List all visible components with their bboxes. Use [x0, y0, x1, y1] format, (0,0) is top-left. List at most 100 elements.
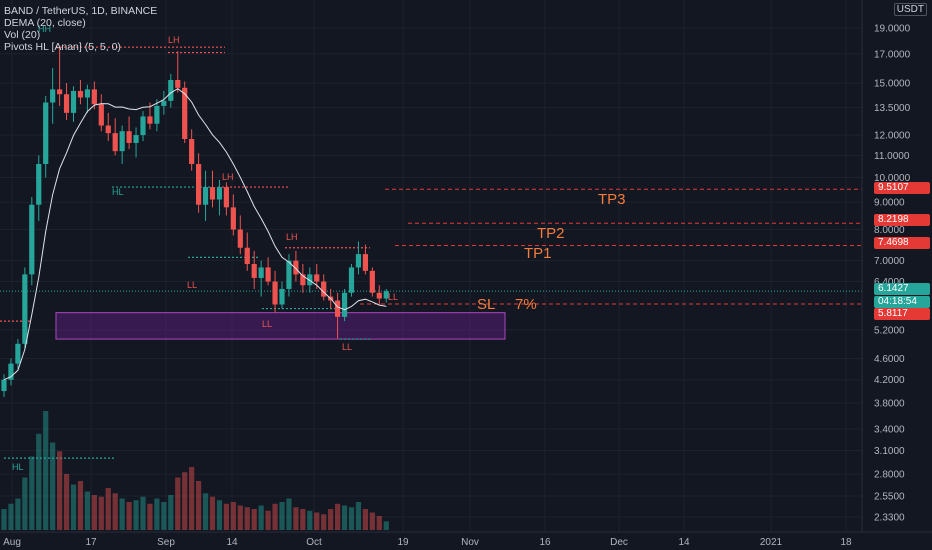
volume-bar	[70, 484, 77, 530]
volume-bar	[230, 502, 236, 530]
indicator-pivots[interactable]: Pivots HL [Anan] (5, 5, 0)	[4, 41, 121, 53]
volume-bar	[286, 498, 292, 530]
candle-body	[223, 187, 229, 208]
price-tick-label: 3.4000	[874, 424, 905, 435]
candle-body	[196, 163, 202, 205]
price-tick-label: 2.5500	[874, 491, 905, 502]
tp1-annotation: TP1	[524, 245, 552, 262]
candle-body	[258, 267, 264, 278]
sl-price-label: 5.8117	[874, 308, 930, 320]
candle-body	[161, 100, 167, 106]
time-tick-label: 14	[226, 537, 238, 548]
volume-bar	[161, 502, 167, 530]
pivot-label: LL	[187, 280, 197, 290]
last-price-label: 6.1427	[874, 283, 930, 295]
time-tick-label: 2021	[760, 537, 783, 548]
candle-body	[147, 116, 153, 124]
pivot-label: HL	[12, 462, 24, 472]
candle-body	[112, 133, 118, 152]
volume-bar	[251, 509, 257, 530]
currency-label[interactable]: USDT	[893, 3, 927, 16]
indicator-volume[interactable]: Vol (20)	[4, 29, 41, 41]
candle-body	[216, 187, 223, 200]
time-tick-label: Aug	[3, 537, 21, 548]
pivot-labels: HH LH HL LH LL LH LL LL HL LL	[12, 24, 398, 472]
volume-bar	[362, 509, 368, 530]
volume-bar	[341, 505, 348, 530]
candle-body	[91, 89, 97, 105]
candle-body	[98, 104, 104, 126]
volume-bar	[154, 498, 160, 530]
volume-bar	[321, 514, 327, 530]
candle-body	[182, 87, 188, 139]
volume-bar	[15, 498, 21, 530]
price-tick-label: 7.0000	[874, 256, 905, 267]
volume-bar	[168, 495, 174, 530]
candle-body	[29, 204, 35, 275]
candle-body	[348, 267, 355, 293]
price-tick-label: 11.0000	[874, 151, 910, 162]
price-tick-label: 8.0000	[874, 225, 905, 236]
candle-body	[376, 292, 382, 299]
price-tick-label: 19.0000	[874, 24, 911, 35]
price-tick-label: 6.4000	[874, 277, 905, 288]
candle-body	[293, 260, 299, 275]
time-tick-label: Sep	[157, 537, 175, 548]
price-axis[interactable]: 19.0000 17.0000 15.0000 13.5000 12.0000 11.00…	[874, 24, 911, 524]
price-tick-label: 2.3300	[874, 513, 905, 524]
chart-grid	[0, 0, 862, 532]
time-tick-label: 16	[539, 537, 551, 548]
volume-bar	[265, 510, 271, 530]
pivot-label: LH	[168, 35, 180, 45]
volume-bar	[216, 500, 223, 530]
volume-bar	[1, 509, 7, 530]
candle-body	[362, 254, 368, 271]
dema-line	[3, 88, 387, 381]
time-tick-label: 17	[85, 537, 97, 548]
tp1-price-label: 7.4698	[874, 237, 930, 249]
candle-body	[251, 264, 257, 278]
candle-body	[126, 131, 132, 143]
sl-annotation: SL	[477, 296, 495, 313]
volume-bar	[355, 502, 362, 530]
pivot-label: HH	[38, 24, 51, 34]
candle-body	[237, 229, 243, 248]
candle-body	[279, 288, 285, 305]
trade-annotations: TP3 TP2 TP1 SL 7%	[477, 191, 626, 313]
volume-bar	[22, 477, 28, 530]
time-axis[interactable]: Aug 17 Sep 14 Oct 19 Nov 16 Dec 14 2021 18	[3, 537, 852, 548]
price-tick-label: 15.0000	[874, 79, 911, 90]
price-tick-label: 4.2000	[874, 375, 905, 386]
candle-body	[22, 274, 28, 344]
candle-body	[244, 247, 250, 265]
volume-bar	[133, 500, 139, 530]
candle-body	[335, 300, 341, 317]
symbol-title[interactable]: BAND / TetherUS, 1D, BINANCE	[4, 5, 158, 17]
sl-percent-annotation: 7%	[515, 296, 537, 313]
time-tick-label: Oct	[306, 537, 322, 548]
volume-bar	[314, 512, 320, 530]
volume-bar	[258, 505, 264, 530]
price-tick-label: 9.0000	[874, 198, 905, 209]
candle-body	[15, 343, 21, 364]
candle-body	[175, 79, 181, 88]
volume-bar	[126, 502, 132, 530]
tp2-price-label: 8.2198	[874, 214, 930, 226]
volume-bar	[223, 503, 229, 530]
price-tick-label: 3.8000	[874, 399, 905, 410]
time-tick-label: 14	[678, 537, 690, 548]
volume-bar	[119, 498, 125, 530]
tp3-price-label: 9.5107	[874, 182, 930, 194]
price-tick-label: 17.0000	[874, 49, 911, 60]
volume-bar	[383, 521, 389, 530]
candle-body	[230, 207, 236, 230]
price-tick-label: 4.6000	[874, 354, 905, 365]
indicator-dema[interactable]: DEMA (20, close)	[4, 17, 86, 29]
time-tick-label: Nov	[461, 537, 479, 548]
volume-bar	[50, 442, 56, 530]
volume-bar	[98, 496, 104, 530]
pivot-label: HL	[112, 187, 124, 197]
candle-body	[300, 274, 306, 286]
volume-bar	[335, 503, 341, 530]
